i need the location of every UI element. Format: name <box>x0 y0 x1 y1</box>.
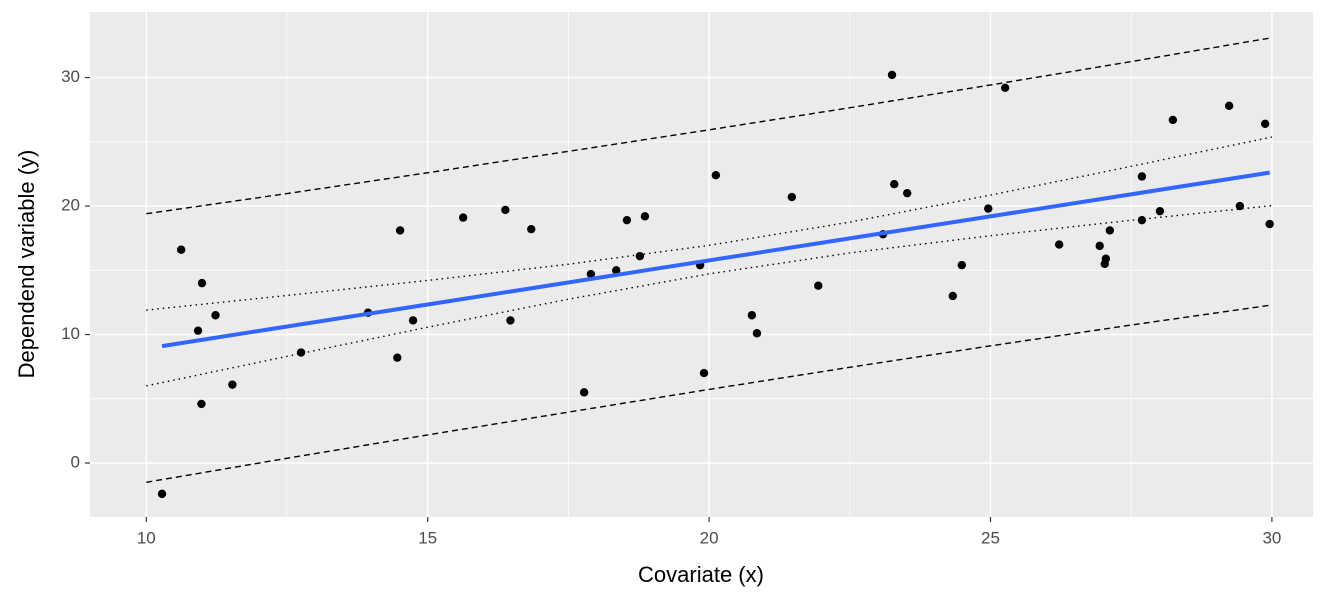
point <box>1137 172 1147 181</box>
point <box>887 70 897 80</box>
point <box>612 266 621 275</box>
point <box>395 226 405 235</box>
point <box>890 179 899 189</box>
point <box>1095 241 1104 251</box>
point <box>296 348 306 357</box>
point <box>747 311 757 320</box>
point <box>699 368 709 378</box>
point <box>1265 219 1274 229</box>
y-axis-title: Dependend variable (y) <box>14 150 39 379</box>
point <box>814 281 823 290</box>
point <box>1224 101 1234 111</box>
point <box>711 170 721 180</box>
point <box>640 212 650 221</box>
point <box>393 353 402 362</box>
point <box>957 260 967 270</box>
point <box>586 269 596 279</box>
prediction-band <box>146 304 1273 483</box>
point <box>1168 115 1178 125</box>
point <box>527 224 536 234</box>
point <box>228 380 237 389</box>
x-tick-label: 25 <box>981 528 1000 547</box>
x-tick-label: 30 <box>1262 528 1281 547</box>
point <box>579 388 589 397</box>
point <box>506 316 515 325</box>
point <box>1155 206 1165 216</box>
point <box>193 326 203 335</box>
y-tick-label: 10 <box>61 324 80 343</box>
point <box>984 204 993 213</box>
point <box>948 291 957 301</box>
point <box>635 251 645 261</box>
point <box>176 245 186 254</box>
y-tick-label: 20 <box>61 196 80 215</box>
point <box>211 311 220 320</box>
x-tick-label: 10 <box>137 528 156 547</box>
y-tick-label: 0 <box>71 453 80 472</box>
point <box>1137 215 1147 225</box>
point <box>903 188 912 198</box>
confidence-band <box>146 136 1273 311</box>
x-tick-label: 15 <box>418 528 437 547</box>
point <box>1054 240 1064 249</box>
point <box>197 399 206 409</box>
point <box>458 213 468 222</box>
point <box>408 316 418 325</box>
x-tick-label: 20 <box>700 528 719 547</box>
point <box>752 329 762 338</box>
point <box>1105 226 1115 235</box>
point <box>1260 119 1270 128</box>
point <box>622 215 632 225</box>
point <box>197 278 207 288</box>
point <box>787 192 797 202</box>
point <box>501 205 510 215</box>
confidence-band <box>146 204 1272 387</box>
point <box>1101 254 1111 263</box>
point <box>157 489 167 499</box>
fit-line <box>161 170 1270 349</box>
point <box>1000 83 1010 93</box>
point <box>1235 201 1245 211</box>
x-axis-title: Covariate (x) <box>638 562 764 587</box>
y-tick-label: 30 <box>61 67 80 86</box>
